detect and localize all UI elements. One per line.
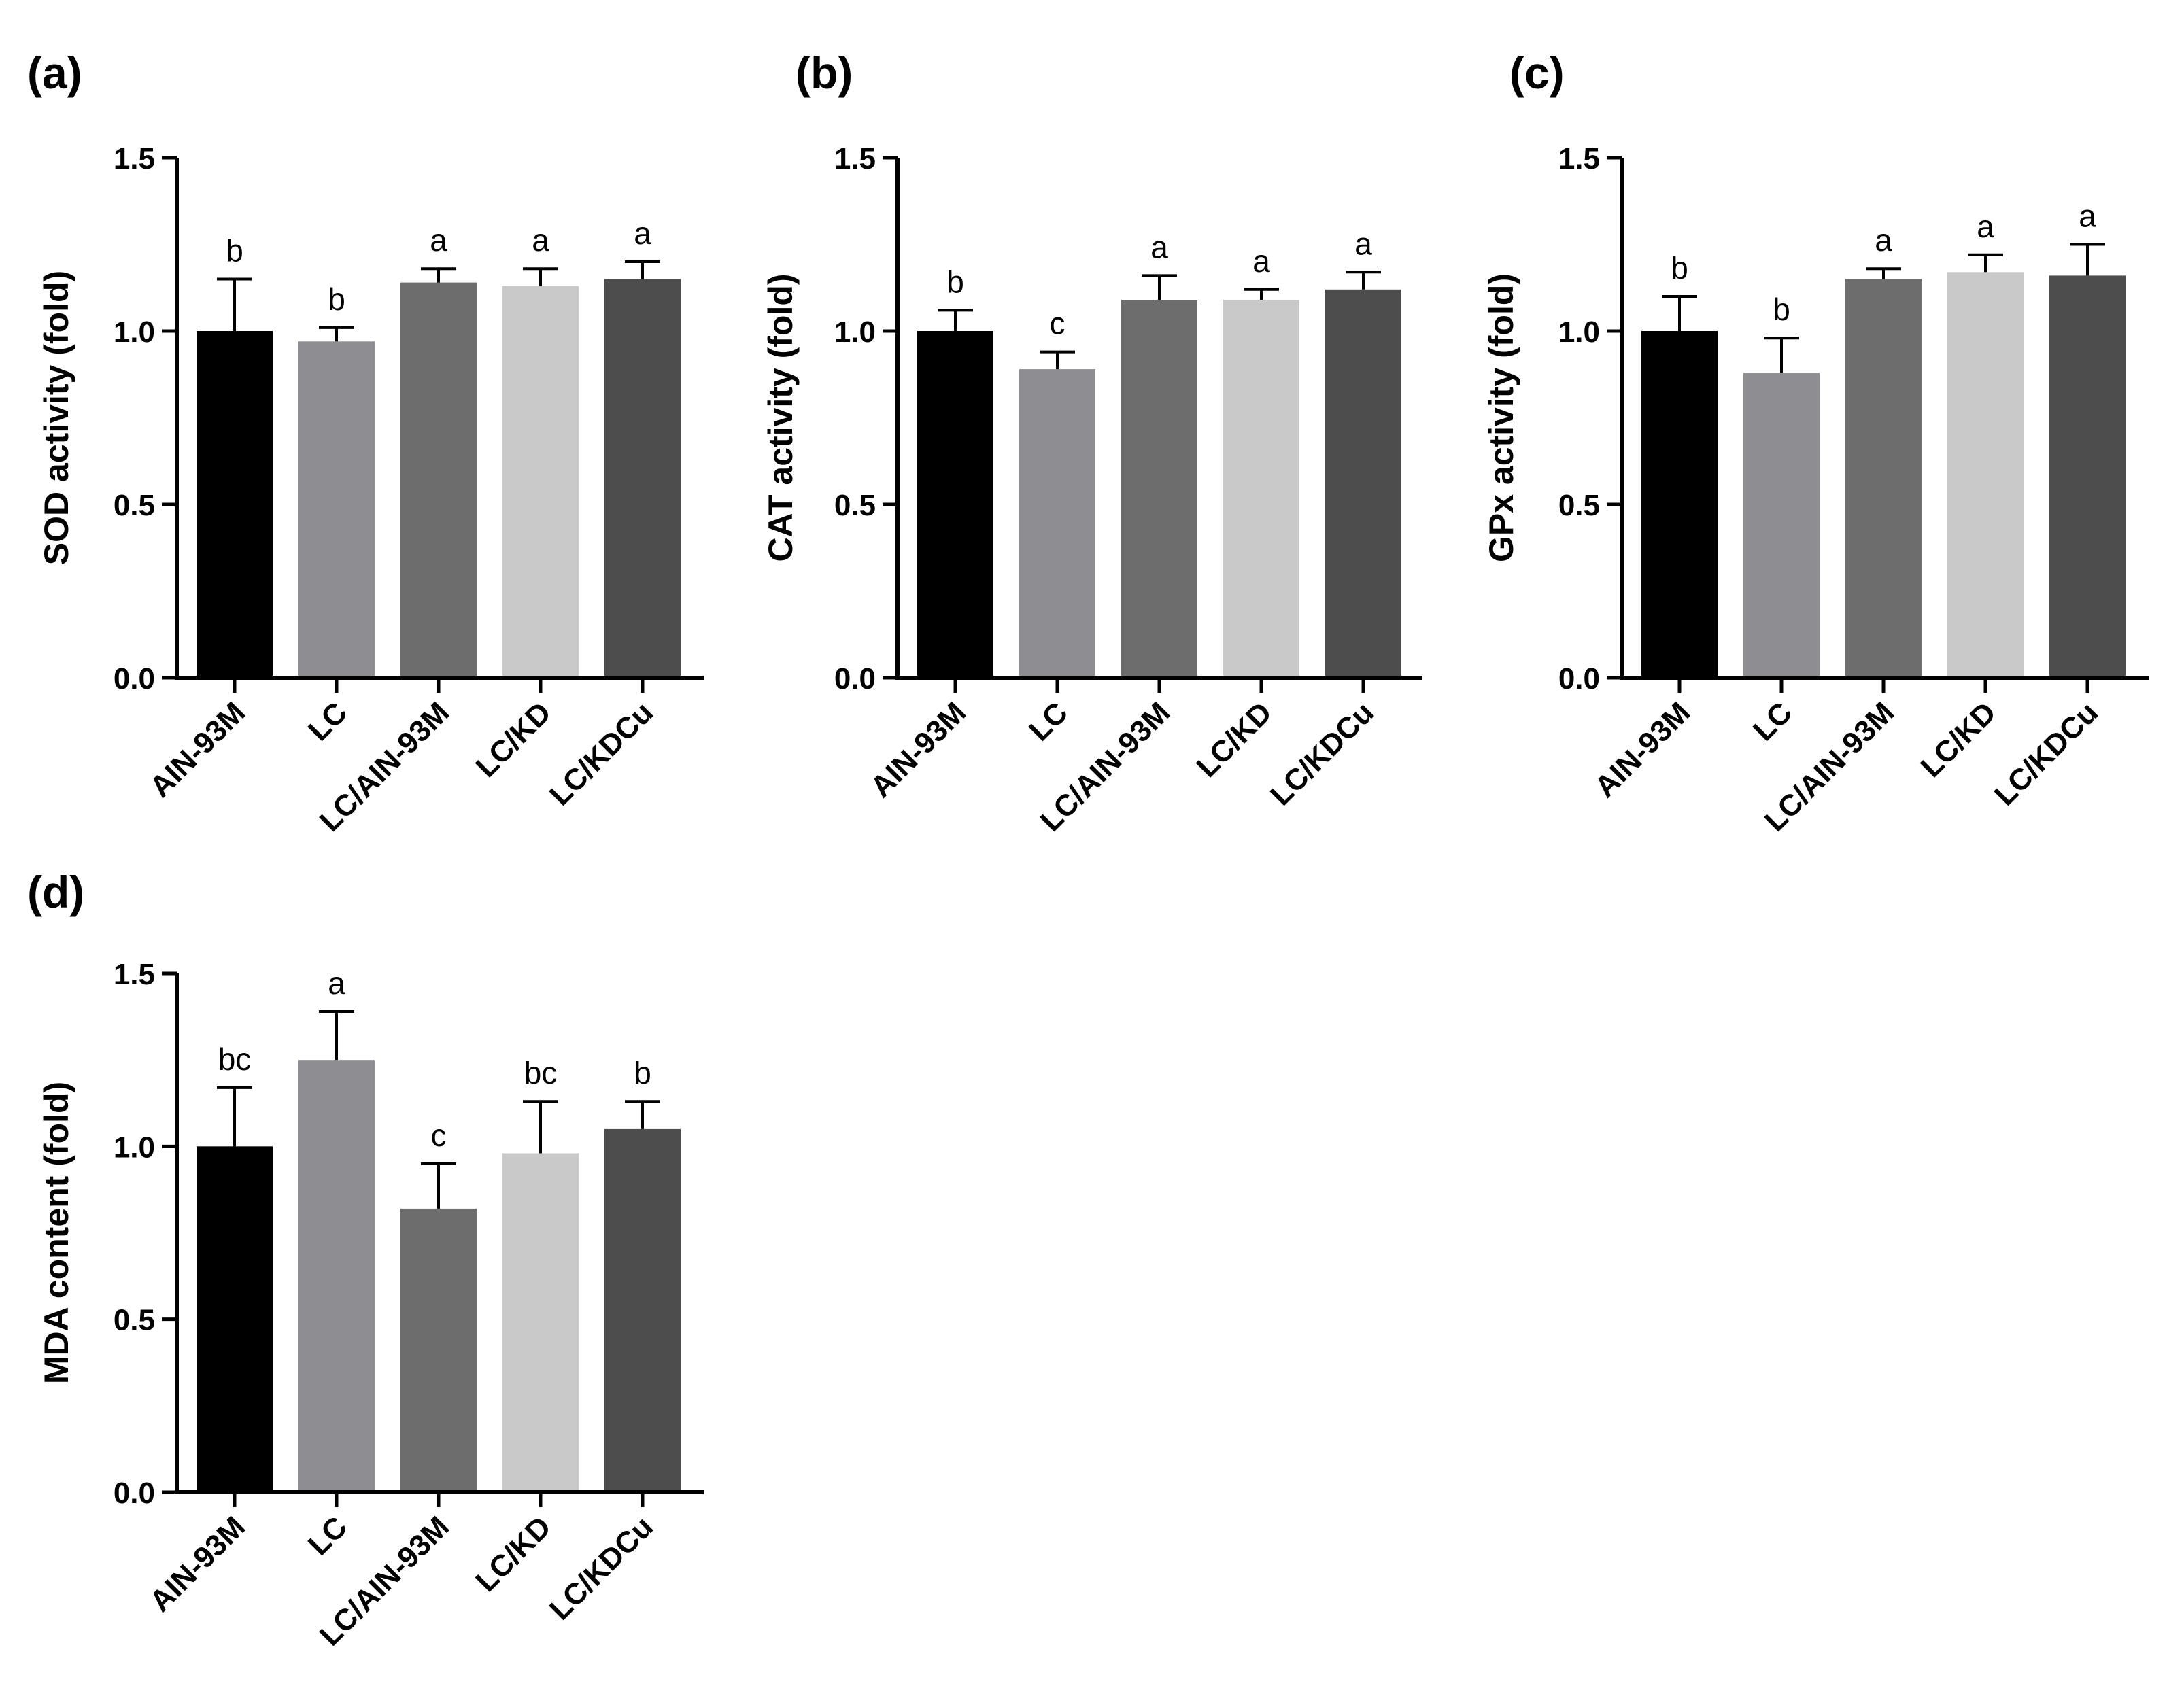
- significance-label: a: [532, 222, 549, 258]
- significance-label: a: [1252, 243, 1270, 279]
- y-tick-label: 1.5: [1558, 142, 1600, 175]
- bar-lc-kd: [502, 1153, 579, 1492]
- bar-lc-kd: [1947, 272, 2024, 678]
- y-tick-label: 1.0: [834, 315, 876, 349]
- bar-ain-93m: [917, 331, 993, 678]
- y-tick-label: 1.5: [834, 142, 876, 175]
- x-tick-label: AIN-93M: [1588, 695, 1696, 804]
- y-tick-label: 1.0: [114, 315, 155, 349]
- panel-label: (d): [27, 867, 84, 917]
- bar-lc: [298, 1060, 375, 1492]
- x-tick-label: LC/KD: [1190, 695, 1278, 784]
- significance-label: a: [2079, 199, 2096, 234]
- panel-label: (a): [27, 48, 82, 98]
- x-tick-label: LC/KDCu: [1264, 695, 1380, 812]
- bar-lc-ain-93m: [1845, 279, 1922, 678]
- bar-lc-kdcu: [604, 279, 681, 678]
- significance-label: b: [1773, 292, 1790, 327]
- bar-lc-kd: [1223, 300, 1299, 678]
- y-tick-label: 1.0: [1558, 315, 1600, 349]
- y-tick-label: 0.0: [114, 662, 155, 695]
- panel-label: (b): [796, 48, 853, 98]
- bar-ain-93m: [197, 331, 273, 678]
- y-axis-label: SOD activity (fold): [37, 271, 75, 565]
- bar-lc: [298, 341, 375, 678]
- bar-lc-ain-93m: [400, 1208, 477, 1492]
- bar-lc-kdcu: [1325, 289, 1401, 678]
- bar-lc-kd: [502, 286, 579, 678]
- x-tick-label: LC: [302, 1510, 354, 1562]
- significance-label: b: [1671, 250, 1688, 286]
- y-axis-label: CAT activity (fold): [762, 273, 800, 562]
- significance-label: a: [1875, 222, 1892, 258]
- bar-lc-ain-93m: [1121, 300, 1197, 678]
- y-tick-label: 0.5: [834, 489, 876, 522]
- x-tick-label: AIN-93M: [864, 695, 972, 804]
- significance-label: a: [1354, 226, 1372, 261]
- y-tick-label: 1.5: [114, 142, 155, 175]
- y-axis-label: GPx activity (fold): [1482, 273, 1520, 562]
- significance-label: b: [226, 233, 243, 269]
- significance-label: c: [431, 1118, 447, 1153]
- significance-label: bc: [218, 1041, 252, 1077]
- x-tick-label: LC/KD: [469, 1510, 558, 1598]
- x-tick-label: LC/KD: [469, 695, 558, 784]
- bar-ain-93m: [197, 1146, 273, 1492]
- bar-lc-kdcu: [2049, 275, 2126, 678]
- y-tick-label: 1.5: [114, 958, 155, 991]
- significance-label: b: [946, 264, 964, 299]
- y-tick-label: 0.0: [114, 1477, 155, 1510]
- x-tick-label: LC/KDCu: [1988, 695, 2104, 812]
- x-tick-label: AIN-93M: [143, 1510, 252, 1618]
- x-tick-label: LC: [1023, 695, 1074, 747]
- y-tick-label: 0.0: [1558, 662, 1600, 695]
- y-tick-label: 1.0: [114, 1131, 155, 1164]
- significance-label: a: [1977, 209, 1994, 244]
- bar-lc-ain-93m: [400, 282, 477, 678]
- bar-lc-kdcu: [604, 1128, 681, 1492]
- y-axis-label: MDA content (fold): [37, 1082, 75, 1384]
- panel-d: (d)MDA content (fold)bcAIN-93MaLCcLC/AIN…: [27, 867, 704, 1653]
- significance-label: b: [328, 281, 345, 317]
- x-tick-label: LC: [1747, 695, 1798, 747]
- y-tick-label: 0.0: [834, 662, 876, 695]
- panel-c: (c)GPx activity (fold)bAIN-93MbLCaLC/AIN…: [1482, 48, 2149, 838]
- significance-label: bc: [524, 1055, 558, 1090]
- y-tick-label: 0.5: [114, 489, 155, 522]
- bar-ain-93m: [1641, 331, 1718, 678]
- panel-a: (a)SOD activity (fold)bAIN-93MbLCaLC/AIN…: [27, 48, 704, 838]
- panel-label: (c): [1509, 48, 1565, 98]
- bar-lc: [1743, 373, 1820, 678]
- x-tick-label: LC: [302, 695, 354, 747]
- bar-lc: [1019, 369, 1095, 678]
- significance-label: a: [430, 222, 447, 258]
- significance-label: b: [634, 1055, 651, 1090]
- x-tick-label: AIN-93M: [143, 695, 252, 804]
- significance-label: c: [1050, 306, 1065, 341]
- significance-label: a: [328, 965, 345, 1001]
- x-tick-label: LC/KD: [1914, 695, 2002, 784]
- significance-label: a: [1150, 229, 1168, 264]
- panel-b: (b)CAT activity (fold) bAIN-93McLCaLC/AIN…: [762, 48, 1422, 838]
- y-tick-label: 0.5: [1558, 489, 1600, 522]
- y-tick-label: 0.5: [114, 1304, 155, 1337]
- x-tick-label: LC/KDCu: [543, 695, 660, 812]
- x-tick-label: LC/KDCu: [543, 1510, 660, 1626]
- significance-label: a: [634, 215, 651, 251]
